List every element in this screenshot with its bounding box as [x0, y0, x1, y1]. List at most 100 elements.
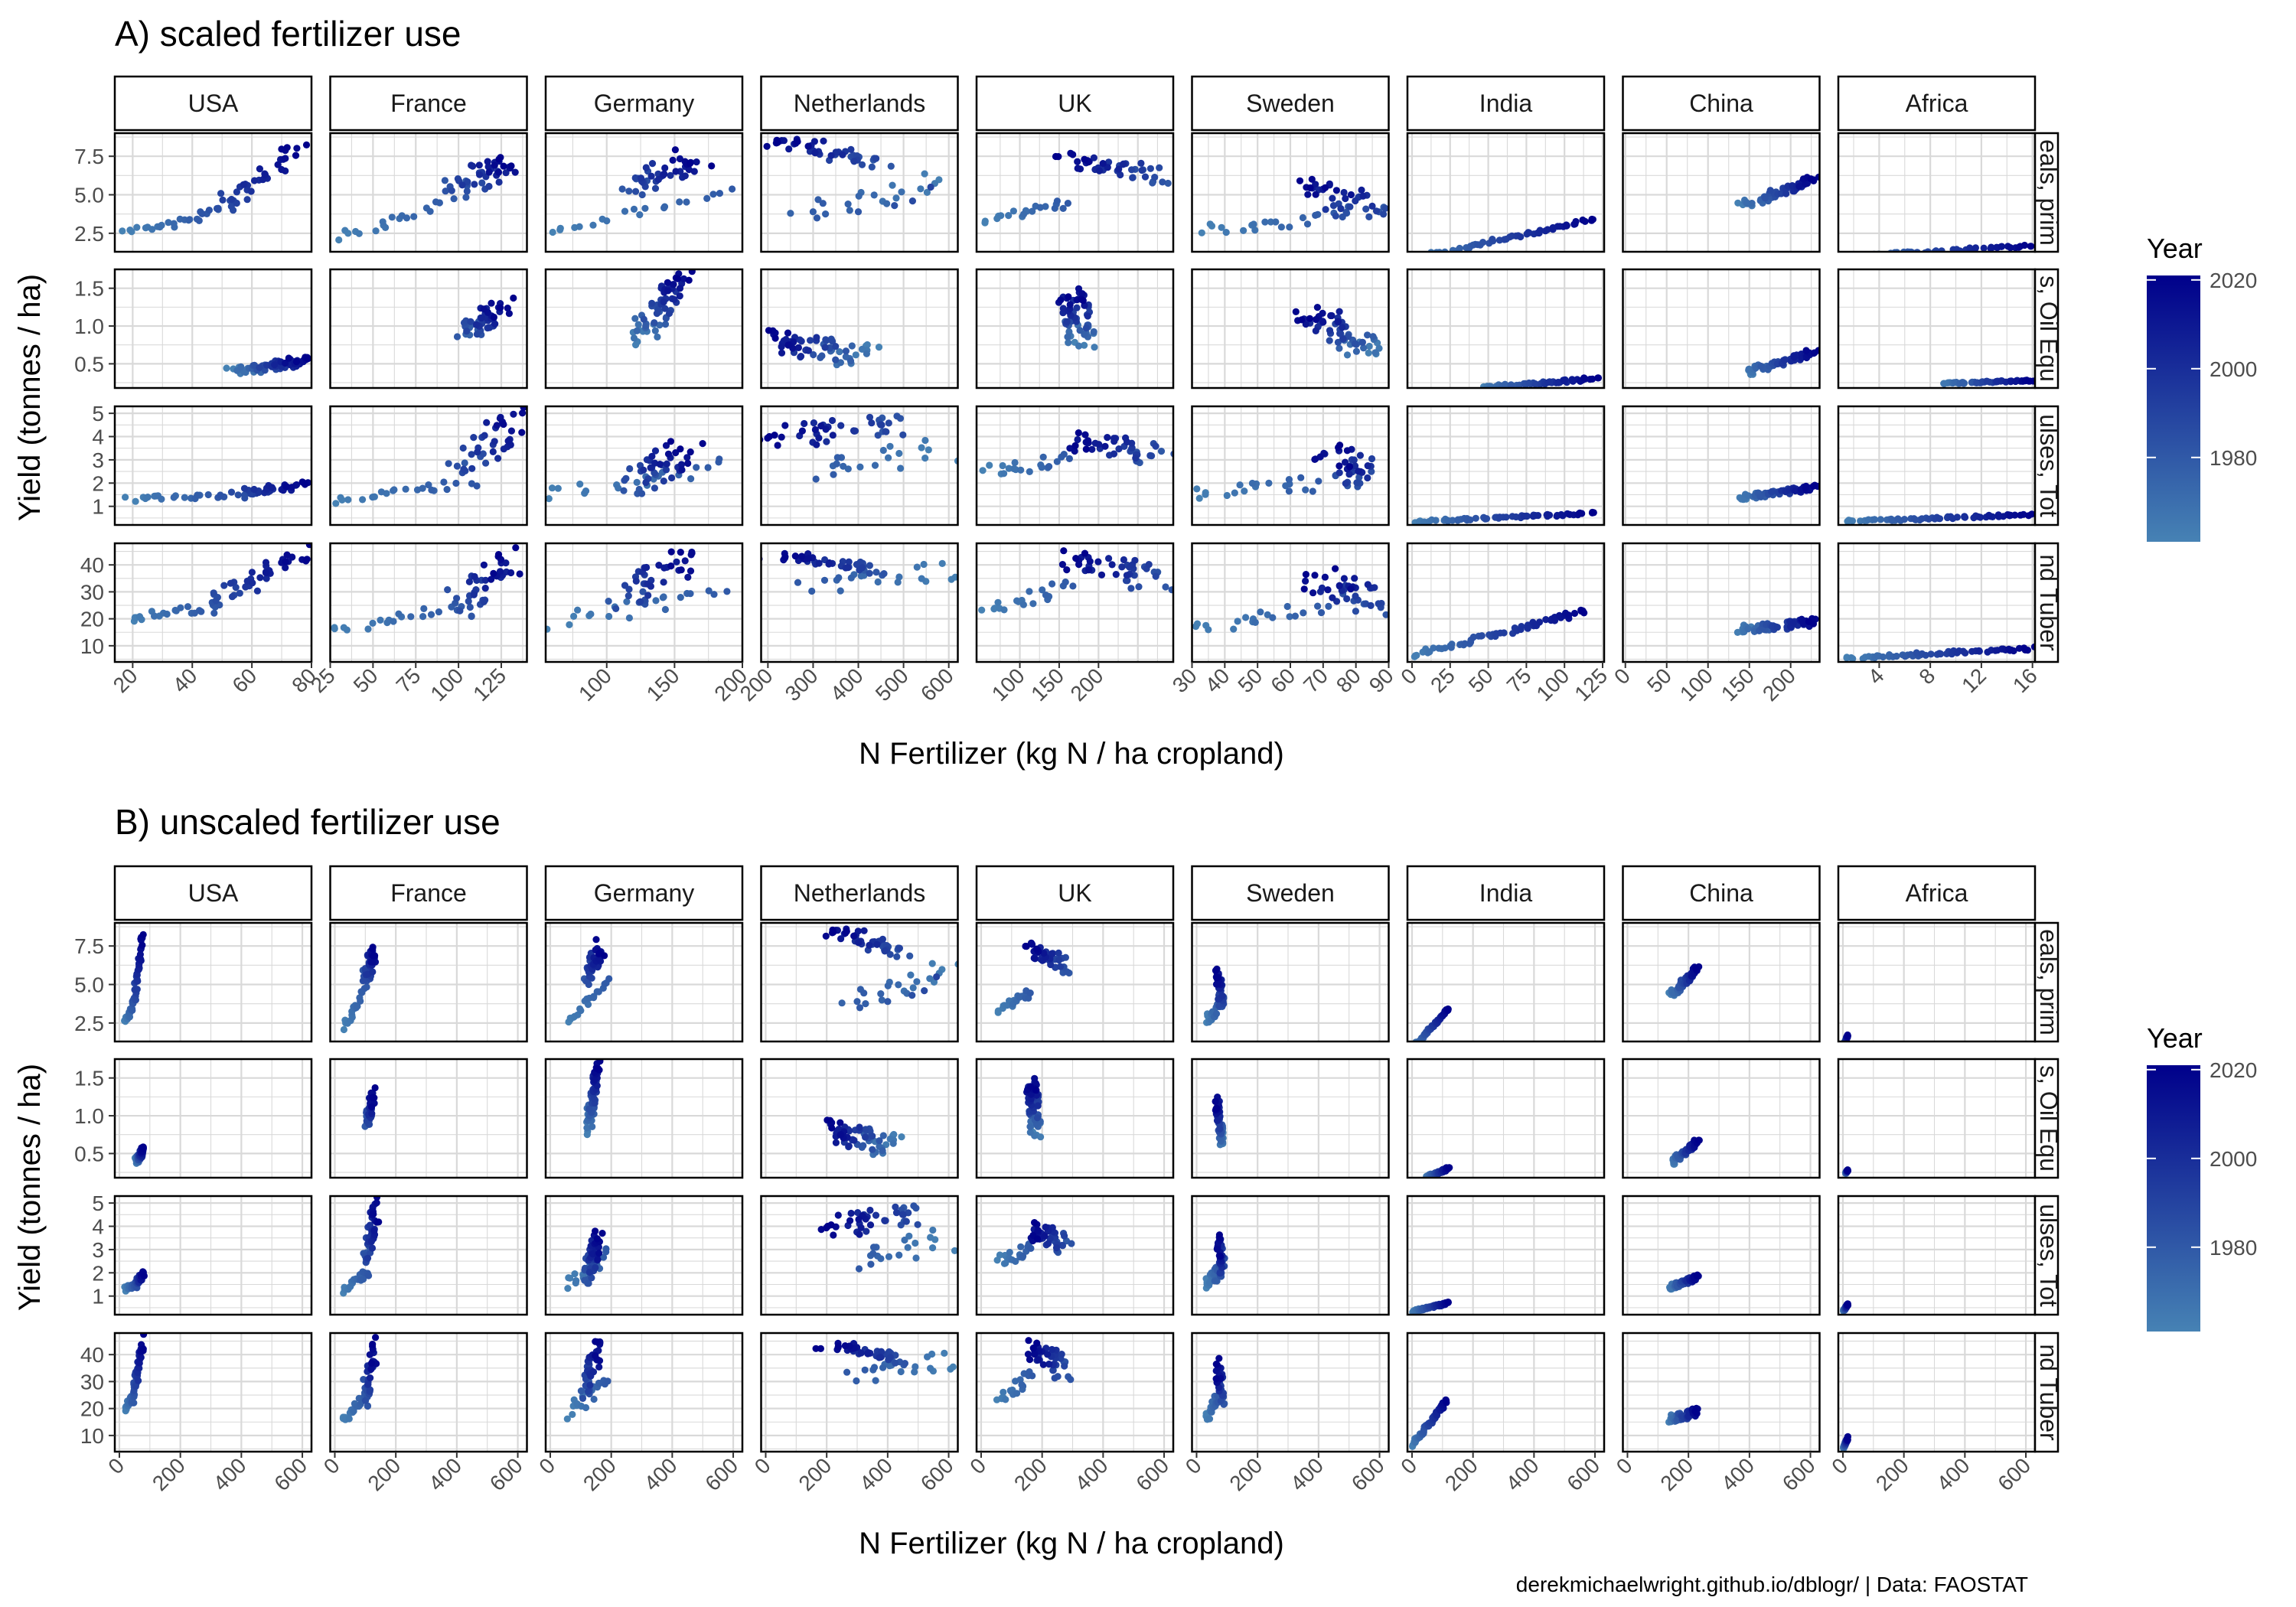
data-point: [1029, 1372, 1036, 1380]
data-point: [1283, 602, 1291, 611]
y-tick-label: 5.0: [74, 184, 104, 207]
points: [1736, 481, 1820, 504]
data-point: [1309, 589, 1317, 597]
facet-bg: [115, 133, 311, 252]
x-tick-label: 200: [1009, 1453, 1052, 1495]
data-point: [181, 494, 188, 501]
data-point: [1306, 315, 1313, 322]
data-point: [1968, 647, 1976, 655]
data-point: [1368, 202, 1376, 210]
data-point: [470, 591, 478, 598]
data-point: [1026, 1129, 1034, 1136]
data-point: [341, 227, 349, 234]
data-point: [870, 191, 878, 199]
data-point: [1347, 191, 1355, 199]
data-point: [872, 1211, 880, 1219]
data-point: [601, 952, 608, 960]
data-point: [847, 145, 855, 153]
strip-label-uk: UK: [1058, 879, 1091, 907]
data-point: [1332, 212, 1339, 220]
data-point: [440, 478, 448, 486]
data-point: [1340, 575, 1348, 582]
data-point: [660, 298, 667, 306]
data-point: [227, 579, 234, 587]
data-point: [1084, 312, 1091, 320]
x-tick-label: 0: [965, 1453, 990, 1478]
data-point: [233, 188, 240, 196]
data-point: [804, 555, 813, 562]
data-point: [1059, 204, 1067, 212]
data-point: [1082, 324, 1091, 332]
data-point: [1118, 563, 1126, 571]
data-point: [810, 350, 817, 359]
data-point: [862, 1126, 869, 1133]
data-point: [585, 1387, 592, 1395]
data-point: [671, 146, 680, 154]
data-point: [1149, 179, 1156, 187]
data-point: [1145, 561, 1153, 569]
x-tick-label: 12: [1957, 663, 1991, 697]
data-point: [1334, 318, 1342, 325]
data-point: [850, 932, 858, 940]
facet-germany-row-1: [544, 132, 744, 253]
facet-border: [1191, 132, 1390, 253]
data-point: [519, 409, 527, 417]
facet-bg: [330, 269, 527, 388]
data-point: [876, 1137, 883, 1145]
data-point: [622, 474, 630, 482]
facet-border: [1622, 405, 1821, 526]
points: [1411, 508, 1597, 525]
data-point: [901, 1360, 908, 1367]
data-point: [778, 349, 786, 357]
data-point: [850, 1136, 858, 1144]
data-point: [419, 484, 426, 492]
data-point: [1351, 575, 1358, 582]
facet-border: [113, 405, 313, 526]
data-point: [809, 208, 817, 216]
facet-bg: [1407, 406, 1604, 525]
data-point: [1192, 623, 1200, 631]
data-point: [1807, 175, 1815, 183]
data-point: [856, 463, 864, 471]
data-point: [132, 497, 139, 505]
data-point: [1193, 485, 1201, 493]
y-tick-label: 4: [92, 1215, 104, 1239]
data-point: [585, 1105, 593, 1113]
data-point: [879, 1364, 887, 1371]
facet-sweden-row-1: [1191, 921, 1390, 1043]
x-tick-label: 125: [468, 663, 510, 706]
data-point: [471, 572, 478, 581]
year-legend: Year 1980 2000 2020: [2147, 233, 2257, 542]
data-point: [823, 1116, 831, 1124]
data-point: [677, 445, 684, 453]
data-point: [664, 279, 671, 286]
facet-netherlands-row-1: [760, 921, 959, 1043]
data-point: [1312, 191, 1319, 198]
data-point: [227, 488, 236, 496]
data-point: [1033, 1339, 1041, 1347]
data-point: [368, 1110, 376, 1117]
data-point: [355, 230, 363, 237]
data-point: [312, 483, 319, 490]
data-point: [1985, 511, 1993, 520]
data-point: [1084, 437, 1092, 445]
data-point: [566, 621, 573, 629]
data-point: [1212, 1010, 1221, 1018]
data-point: [1009, 207, 1017, 215]
data-point: [1554, 511, 1561, 520]
data-point: [518, 429, 526, 436]
data-point: [1790, 354, 1798, 361]
data-point: [1351, 340, 1358, 347]
data-point: [705, 587, 713, 595]
data-point: [1292, 308, 1300, 315]
data-point: [878, 996, 885, 1004]
data-point: [843, 927, 850, 935]
data-point: [1302, 577, 1309, 585]
data-point: [546, 625, 551, 633]
data-point: [833, 454, 841, 461]
data-point: [811, 149, 819, 157]
data-point: [595, 956, 603, 963]
data-point: [357, 997, 364, 1005]
data-point: [651, 327, 659, 334]
data-point: [699, 440, 706, 448]
